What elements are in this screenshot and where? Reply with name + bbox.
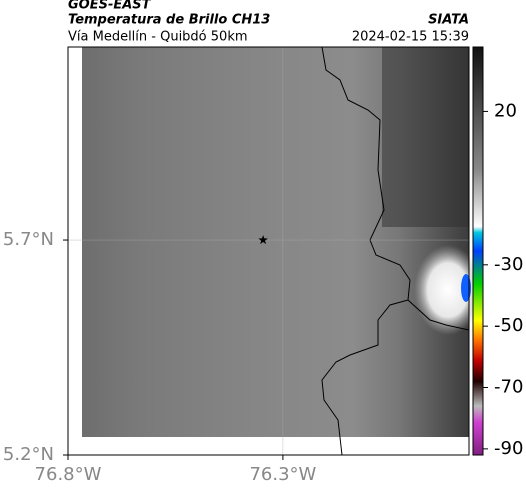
y-tick-label: 5.2°N [3, 444, 54, 465]
cold-cloud [382, 47, 469, 227]
route: Vía Medellín - Quibdó 50km [68, 30, 248, 45]
colorbar-tick-label: -90 [494, 438, 523, 459]
source: SIATA [428, 13, 469, 28]
subtitle: Temperatura de Brillo CH13 [68, 13, 270, 28]
colorbar-tick-label: -30 [494, 254, 523, 275]
colorbar [472, 46, 484, 456]
y-tick-label: 5.7°N [3, 229, 54, 250]
boundary [321, 299, 409, 456]
boundary [321, 46, 470, 331]
datetime: 2024-02-15 15:39 [352, 30, 469, 45]
x-tick-label: 76.3°W [249, 464, 316, 485]
colorbar-tick-label: -50 [494, 315, 523, 336]
location-marker [258, 235, 268, 245]
colorbar-tick-label: -70 [494, 377, 523, 398]
colorbar-tick-label: 20 [494, 100, 517, 121]
x-tick-label: 76.8°W [35, 464, 102, 485]
map-frame [67, 46, 470, 456]
title: GOES-EAST [68, 0, 152, 13]
bright-cloud [414, 245, 482, 335]
